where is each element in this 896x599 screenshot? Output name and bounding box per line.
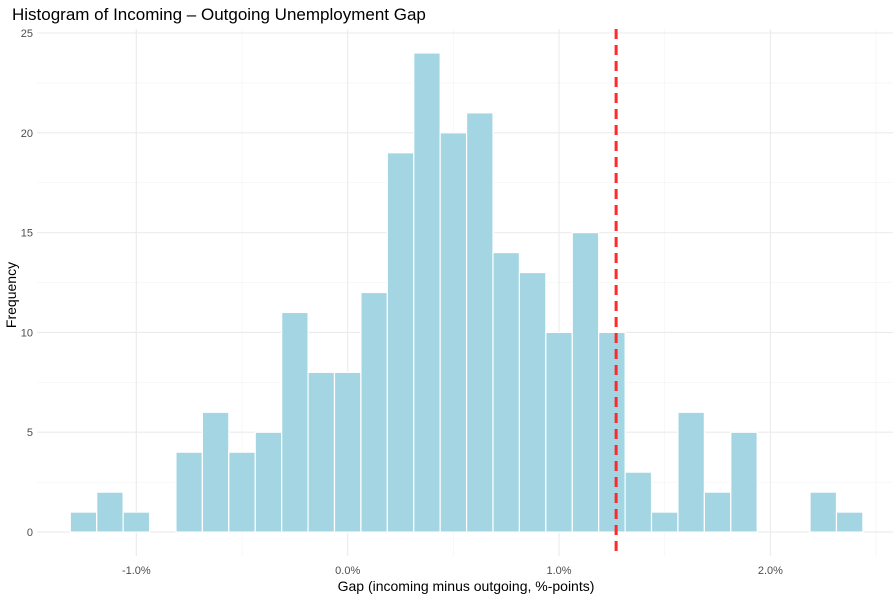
histogram-bar bbox=[96, 491, 124, 533]
x-axis-ticks: -1.0% 0.0% 1.0% 2.0% bbox=[122, 565, 783, 577]
histogram-bar bbox=[122, 511, 151, 533]
histogram-bar bbox=[254, 431, 283, 533]
x-tick-label: 0.0% bbox=[335, 565, 360, 577]
histogram-bar bbox=[809, 491, 838, 533]
histogram-bar bbox=[492, 251, 521, 533]
histogram-bar bbox=[835, 511, 864, 533]
histogram-bar bbox=[333, 371, 362, 533]
y-tick-label: 25 bbox=[21, 28, 33, 40]
histogram-bar bbox=[624, 471, 653, 533]
histogram-bar bbox=[413, 52, 441, 533]
histogram-bar bbox=[201, 411, 230, 533]
histogram-bar bbox=[439, 132, 468, 533]
y-axis-title: Frequency bbox=[3, 262, 19, 328]
x-tick-label: 1.0% bbox=[547, 565, 572, 577]
x-tick-label: 2.0% bbox=[758, 565, 783, 577]
histogram-bar bbox=[598, 331, 626, 533]
histogram-bar bbox=[545, 331, 573, 533]
histogram-bar bbox=[228, 451, 256, 533]
histogram-bar bbox=[69, 511, 98, 533]
x-tick-label: -1.0% bbox=[122, 565, 151, 577]
y-tick-label: 10 bbox=[21, 327, 33, 339]
histogram-bars bbox=[69, 52, 864, 533]
histogram-bar bbox=[518, 271, 547, 533]
histogram-bar bbox=[465, 112, 494, 533]
y-tick-label: 20 bbox=[21, 128, 33, 140]
histogram-bar bbox=[650, 511, 679, 533]
histogram-bar bbox=[175, 451, 203, 533]
histogram-bar bbox=[703, 491, 732, 533]
y-axis-ticks: 0 5 10 15 20 25 bbox=[21, 28, 33, 539]
histogram-bar bbox=[307, 371, 336, 533]
x-axis-title: Gap (incoming minus outgoing, %-points) bbox=[338, 578, 595, 594]
histogram-bar bbox=[360, 291, 388, 533]
y-tick-label: 0 bbox=[27, 527, 33, 539]
y-tick-label: 15 bbox=[21, 228, 33, 240]
histogram-bar bbox=[730, 431, 758, 533]
chart-title: Histogram of Incoming – Outgoing Unemplo… bbox=[12, 5, 426, 24]
histogram-bar bbox=[386, 152, 415, 533]
y-tick-label: 5 bbox=[27, 427, 33, 439]
histogram-bar bbox=[571, 232, 600, 533]
histogram-bar bbox=[677, 411, 705, 533]
histogram-bar bbox=[281, 311, 309, 533]
